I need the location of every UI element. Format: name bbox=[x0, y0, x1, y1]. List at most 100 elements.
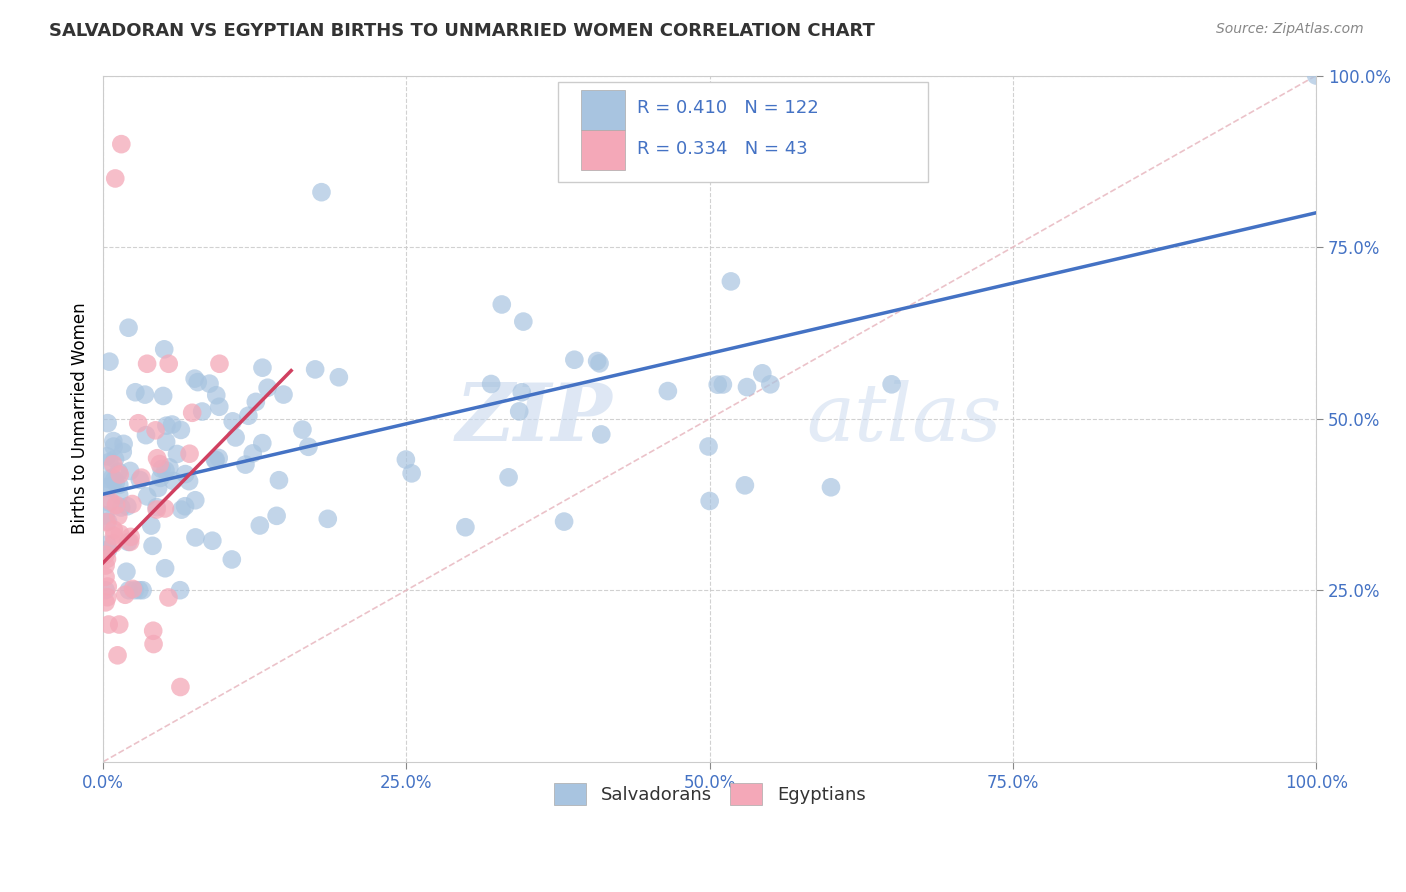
Point bbox=[141, 539, 163, 553]
Point bbox=[706, 377, 728, 392]
Point bbox=[252, 360, 274, 375]
Point bbox=[134, 387, 156, 401]
Point bbox=[491, 297, 513, 311]
Point bbox=[184, 530, 207, 544]
Point bbox=[110, 137, 132, 152]
Point bbox=[104, 452, 127, 467]
Point bbox=[115, 565, 138, 579]
Point bbox=[291, 423, 314, 437]
Point bbox=[170, 423, 193, 437]
Point bbox=[149, 471, 172, 485]
Point bbox=[97, 416, 120, 430]
Point bbox=[150, 462, 173, 476]
Text: ZIP: ZIP bbox=[456, 380, 613, 458]
Point bbox=[98, 496, 121, 510]
Point bbox=[553, 515, 575, 529]
Point bbox=[184, 493, 207, 508]
FancyBboxPatch shape bbox=[581, 90, 624, 130]
Point bbox=[145, 502, 167, 516]
Point bbox=[699, 494, 721, 508]
Point bbox=[187, 375, 209, 389]
Point bbox=[146, 451, 169, 466]
Point bbox=[157, 357, 180, 371]
Point bbox=[94, 558, 117, 573]
Point bbox=[191, 404, 214, 418]
Point bbox=[135, 428, 157, 442]
Point bbox=[235, 458, 257, 472]
Point bbox=[201, 533, 224, 548]
Point bbox=[759, 377, 782, 392]
Point bbox=[880, 377, 903, 392]
Point bbox=[97, 481, 120, 495]
Point bbox=[105, 498, 128, 512]
Point bbox=[97, 542, 120, 557]
Point bbox=[249, 518, 271, 533]
Point bbox=[204, 453, 226, 467]
Point bbox=[108, 488, 131, 502]
Point bbox=[131, 583, 153, 598]
Point bbox=[153, 501, 176, 516]
Point bbox=[751, 367, 773, 381]
Point bbox=[120, 464, 142, 478]
Point bbox=[127, 416, 149, 430]
Point bbox=[142, 637, 165, 651]
Point bbox=[145, 500, 167, 515]
Point bbox=[181, 406, 204, 420]
Point bbox=[103, 440, 125, 454]
Point bbox=[179, 447, 201, 461]
Point bbox=[208, 357, 231, 371]
Point bbox=[166, 447, 188, 461]
Point bbox=[183, 371, 205, 385]
Point bbox=[128, 473, 150, 487]
Point bbox=[588, 356, 610, 370]
Point bbox=[591, 427, 613, 442]
Point bbox=[100, 494, 122, 508]
Point bbox=[145, 423, 167, 437]
Point bbox=[142, 624, 165, 638]
Point bbox=[96, 449, 118, 463]
Point bbox=[160, 417, 183, 432]
Point bbox=[256, 381, 278, 395]
Point bbox=[657, 384, 679, 398]
Point bbox=[153, 561, 176, 575]
Point bbox=[242, 446, 264, 460]
Point bbox=[136, 489, 159, 503]
Point bbox=[564, 352, 586, 367]
Point bbox=[104, 475, 127, 490]
Point bbox=[112, 437, 135, 451]
Point bbox=[97, 515, 120, 529]
Point bbox=[94, 548, 117, 562]
Point bbox=[273, 387, 295, 401]
Point bbox=[128, 583, 150, 598]
Point bbox=[198, 376, 221, 391]
Point bbox=[1305, 69, 1327, 83]
Point bbox=[395, 452, 418, 467]
Point bbox=[118, 583, 141, 598]
Point bbox=[512, 315, 534, 329]
Point bbox=[111, 445, 134, 459]
Point bbox=[114, 588, 136, 602]
Point bbox=[208, 400, 231, 414]
Point bbox=[117, 500, 139, 514]
Point bbox=[108, 478, 131, 492]
Point bbox=[169, 680, 191, 694]
Point bbox=[117, 320, 139, 334]
Text: SALVADORAN VS EGYPTIAN BIRTHS TO UNMARRIED WOMEN CORRELATION CHART: SALVADORAN VS EGYPTIAN BIRTHS TO UNMARRI… bbox=[49, 22, 875, 40]
Point bbox=[266, 508, 288, 523]
Point bbox=[174, 467, 197, 482]
Point bbox=[96, 552, 118, 566]
Point bbox=[103, 537, 125, 551]
Point bbox=[208, 450, 231, 465]
Point bbox=[454, 520, 477, 534]
Point bbox=[177, 474, 200, 488]
Point bbox=[108, 467, 131, 482]
Point bbox=[97, 617, 120, 632]
Point bbox=[162, 474, 184, 488]
Point bbox=[149, 457, 172, 471]
Point bbox=[153, 343, 176, 357]
Point bbox=[97, 580, 120, 594]
Point bbox=[101, 471, 124, 485]
Text: atlas: atlas bbox=[807, 380, 1002, 458]
Point bbox=[124, 385, 146, 400]
Point bbox=[697, 440, 720, 454]
